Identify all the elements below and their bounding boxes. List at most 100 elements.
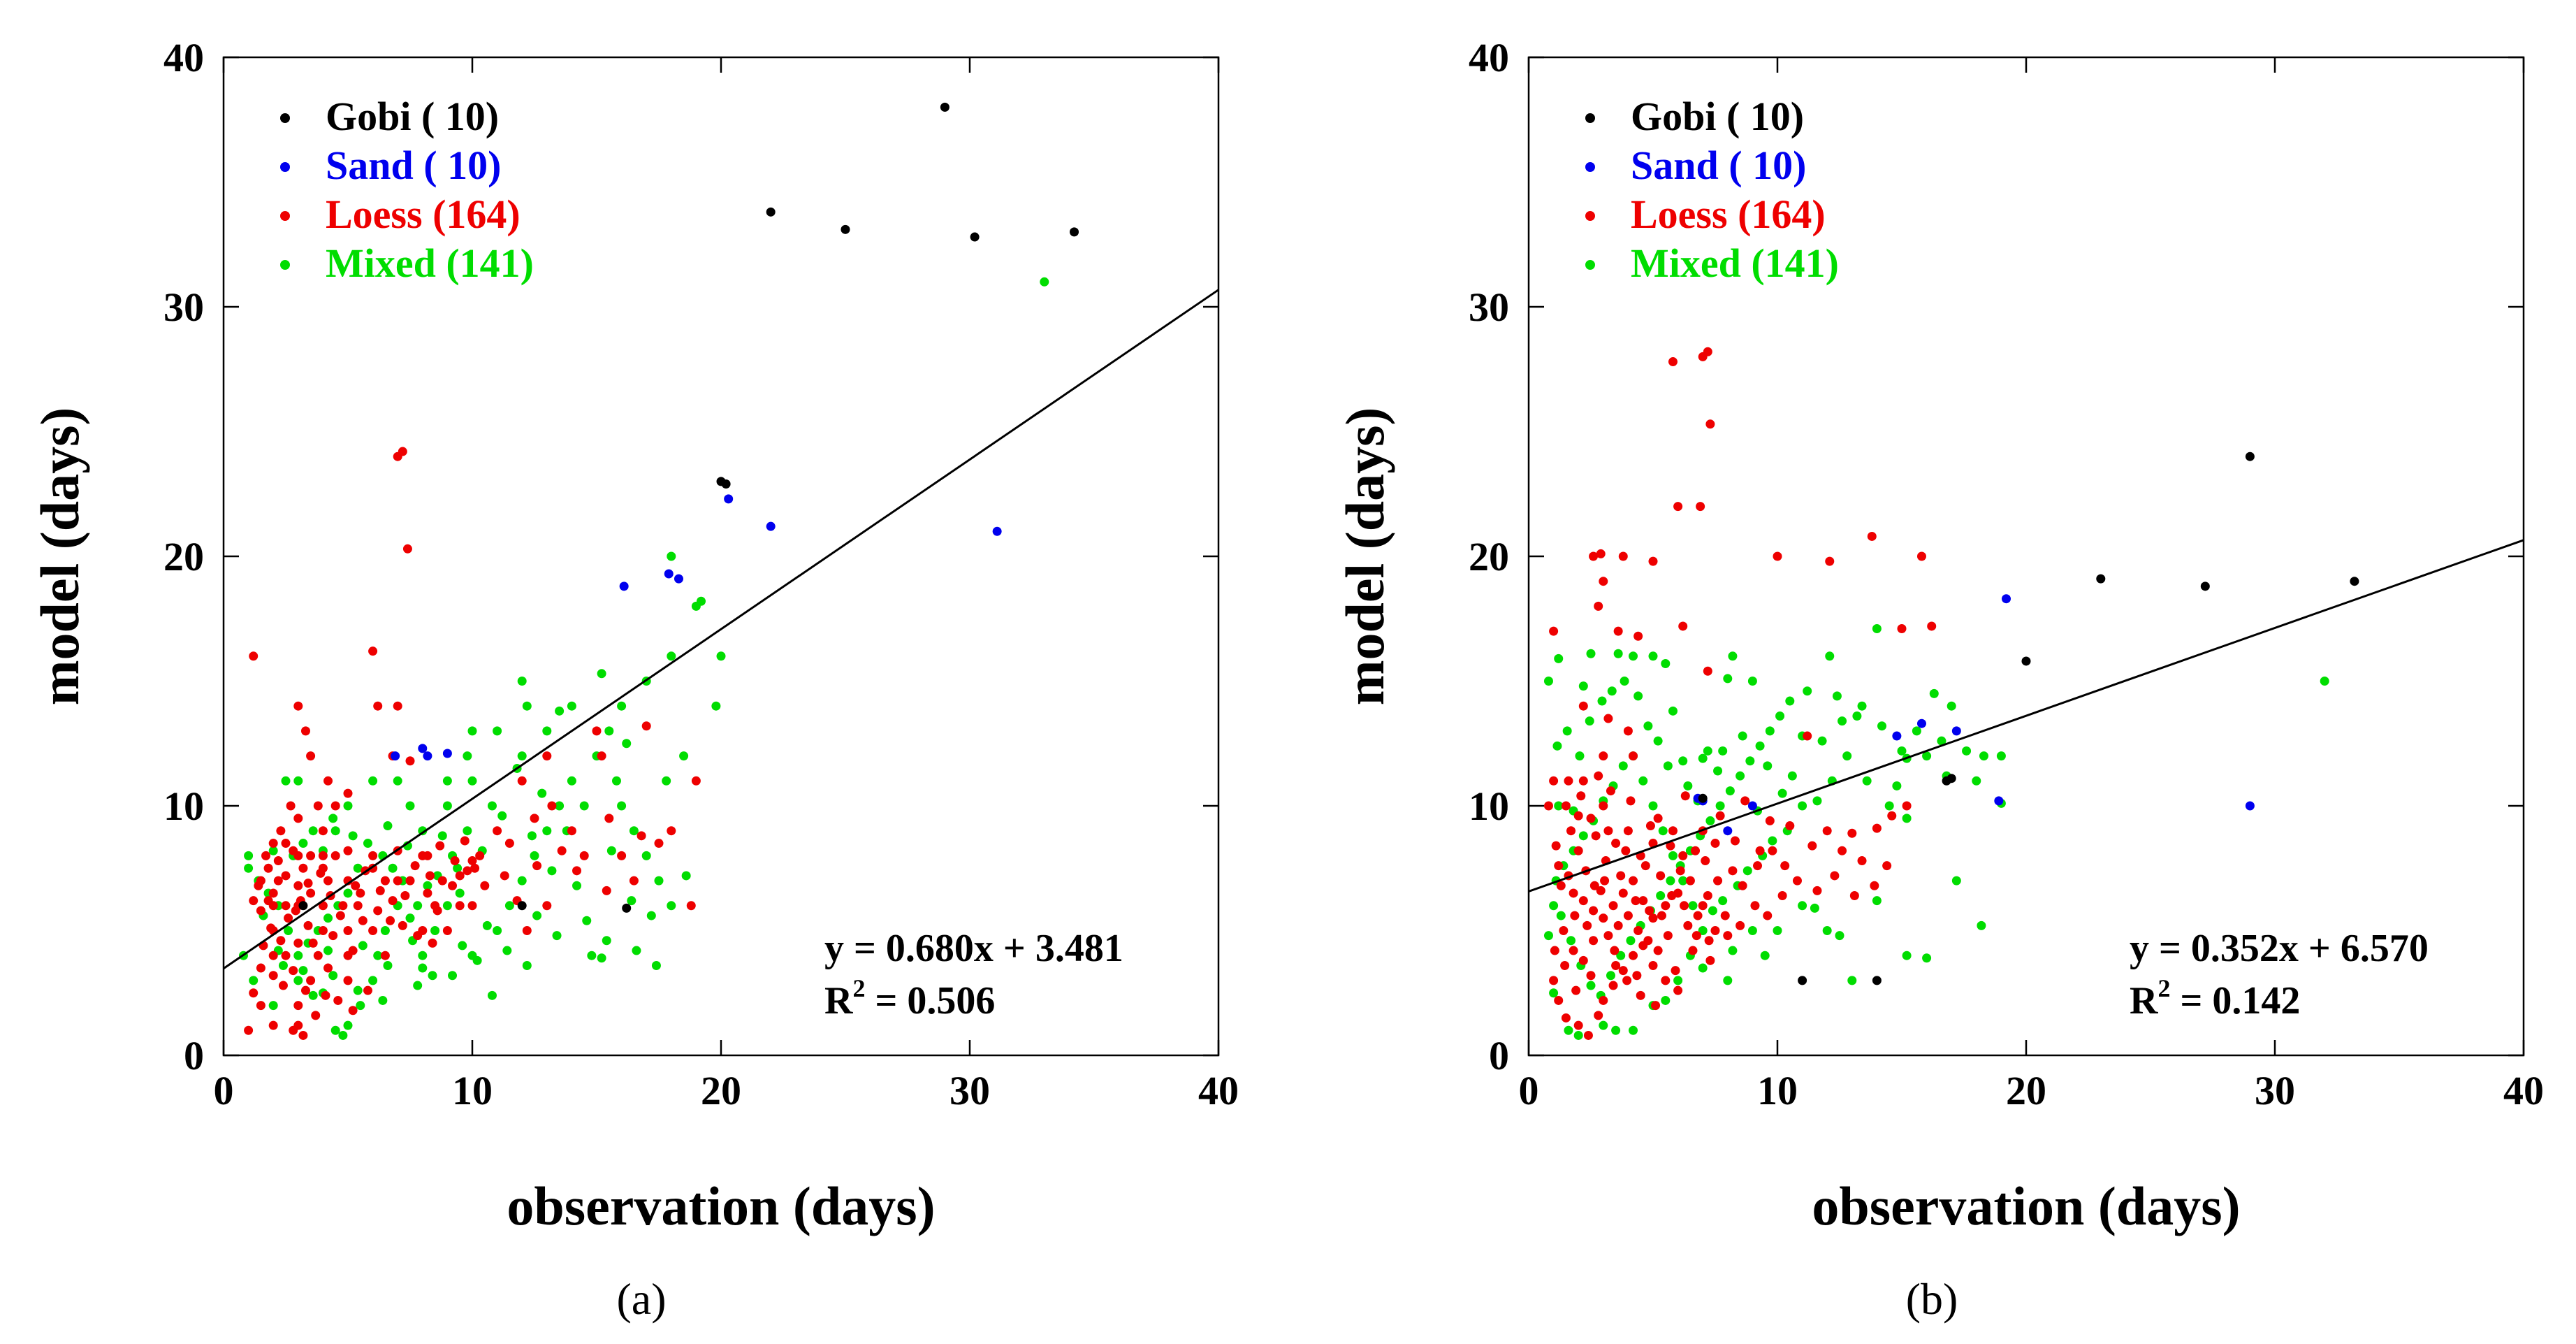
point-sand <box>674 574 683 584</box>
point-loess <box>1549 626 1559 636</box>
point-loess <box>1586 814 1596 823</box>
point-mixed <box>1838 716 1847 726</box>
tick-marks <box>222 56 1220 1057</box>
point-mixed <box>1825 651 1835 661</box>
point-mixed <box>298 839 308 848</box>
point-mixed <box>1723 976 1733 985</box>
point-mixed <box>555 801 565 811</box>
point-loess <box>1661 901 1671 911</box>
point-sand <box>1723 826 1733 836</box>
point-loess <box>249 988 259 998</box>
point-loess <box>1560 960 1570 970</box>
point-loess <box>1740 796 1750 806</box>
point-loess <box>311 1011 321 1020</box>
point-loess <box>323 876 333 886</box>
point-loess <box>368 646 378 656</box>
point-mixed <box>641 851 651 860</box>
point-mixed <box>587 951 597 960</box>
regression-line <box>223 289 1219 969</box>
point-mixed <box>517 751 527 761</box>
point-loess <box>1573 846 1583 855</box>
point-loess <box>373 701 383 711</box>
point-loess <box>1603 826 1613 836</box>
point-mixed <box>1718 746 1728 756</box>
point-mixed <box>497 811 507 821</box>
point-loess <box>1611 960 1621 970</box>
point-loess <box>442 926 452 935</box>
point-loess <box>291 906 300 916</box>
point-mixed <box>293 776 303 786</box>
point-loess <box>333 995 343 1005</box>
x-tick-labels: 0 10 20 30 40 <box>1519 1068 2545 1113</box>
point-mixed <box>1937 736 1946 746</box>
point-mixed <box>1658 826 1668 836</box>
point-mixed <box>298 966 308 976</box>
point-mixed <box>1713 766 1723 776</box>
point-mixed <box>1979 751 1988 761</box>
point-loess <box>1645 821 1655 831</box>
point-loess <box>1571 985 1581 995</box>
point-loess <box>1807 841 1817 851</box>
point-loess <box>286 801 296 811</box>
point-loess <box>330 801 340 811</box>
point-loess <box>470 863 480 873</box>
point-loess <box>617 851 627 860</box>
point-mixed <box>463 826 472 836</box>
point-loess <box>1916 551 1926 561</box>
legend-label-gobi: Gobi ( 10) <box>326 94 499 139</box>
point-sand <box>1994 796 2004 806</box>
point-loess <box>306 851 316 860</box>
point-loess <box>1610 946 1620 955</box>
point-loess <box>1792 876 1802 886</box>
point-mixed <box>244 863 254 873</box>
point-loess <box>281 951 291 960</box>
point-loess <box>1703 891 1712 901</box>
point-loess <box>1578 955 1588 965</box>
point-loess <box>428 938 437 948</box>
point-loess <box>1825 556 1835 566</box>
point-loess <box>402 544 412 554</box>
point-mixed <box>504 901 514 911</box>
point-loess <box>263 863 273 873</box>
point-loess <box>1629 876 1638 886</box>
point-loess <box>413 931 423 941</box>
point-loess <box>1623 911 1633 920</box>
point-mixed <box>467 726 477 736</box>
point-loess <box>423 888 432 898</box>
point-loess <box>1693 911 1703 920</box>
point-mixed <box>442 801 452 811</box>
point-loess <box>1927 621 1937 631</box>
point-mixed <box>530 851 539 860</box>
point-mixed <box>1578 681 1588 691</box>
point-mixed <box>1673 976 1683 985</box>
point-mixed <box>455 888 465 898</box>
y-axis-title: model (days) <box>29 407 90 706</box>
r-squared-value: = 0.506 <box>865 979 995 1023</box>
point-loess <box>313 951 323 960</box>
point-mixed <box>691 601 701 611</box>
point-loess <box>1623 726 1633 736</box>
point-loess <box>405 756 415 766</box>
point-mixed <box>363 839 372 848</box>
point-mixed <box>602 936 611 946</box>
point-loess <box>1673 502 1683 512</box>
legend-label-sand: Sand ( 10) <box>1631 143 1806 188</box>
point-mixed <box>1735 771 1745 781</box>
scatter-points <box>238 102 1079 1040</box>
y-tick-label: 0 <box>1489 1033 1509 1078</box>
point-gobi <box>1698 793 1708 803</box>
point-loess <box>303 920 313 930</box>
point-gobi <box>940 102 949 112</box>
point-loess <box>393 876 402 886</box>
point-loess <box>1668 357 1678 367</box>
point-loess <box>437 876 447 886</box>
point-mixed <box>249 976 259 985</box>
point-loess <box>1618 551 1628 561</box>
point-loess <box>1629 951 1638 960</box>
point-gobi <box>1946 774 1956 783</box>
point-loess <box>1651 1001 1661 1011</box>
point-mixed <box>582 916 592 925</box>
point-loess <box>604 814 614 823</box>
point-mixed <box>1653 736 1663 746</box>
point-loess <box>293 881 303 890</box>
